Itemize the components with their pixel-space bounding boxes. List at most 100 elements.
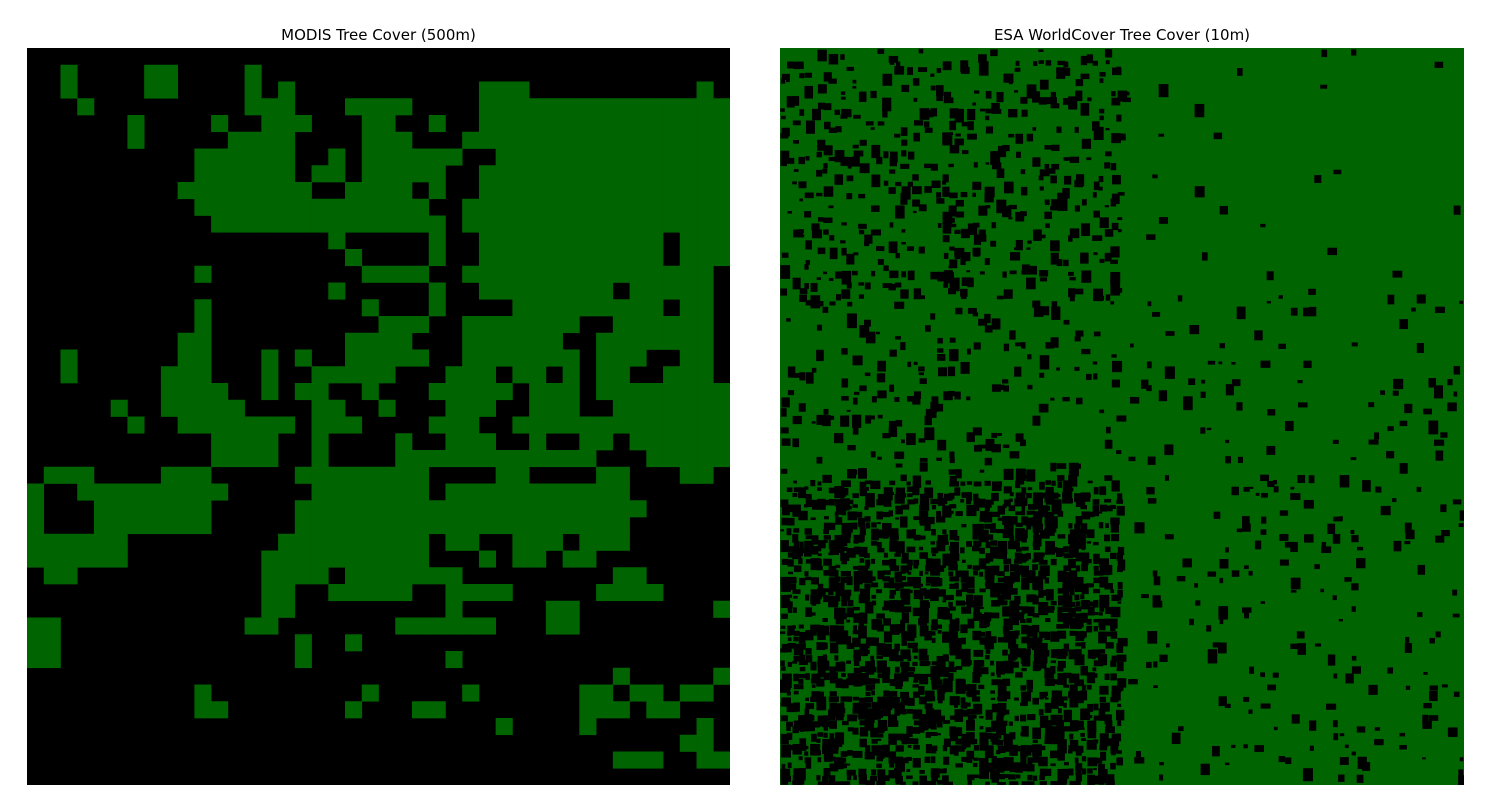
modis-tree-cell <box>194 483 212 501</box>
esa-non-tree-patch <box>865 691 871 697</box>
esa-non-tree-patch <box>1231 361 1236 365</box>
esa-non-tree-patch <box>1327 523 1336 535</box>
esa-non-tree-patch <box>1020 570 1029 578</box>
esa-non-tree-patch <box>793 643 802 651</box>
modis-tree-cell <box>679 399 697 417</box>
esa-non-tree-patch <box>918 372 924 376</box>
esa-non-tree-patch <box>1098 708 1106 718</box>
esa-non-tree-patch <box>1032 667 1040 672</box>
esa-non-tree-patch <box>805 300 813 306</box>
modis-tree-cell <box>495 483 513 501</box>
modis-tree-cell <box>545 399 563 417</box>
esa-non-tree-patch <box>829 756 836 762</box>
esa-non-tree-patch <box>985 619 991 626</box>
esa-non-tree-patch <box>1063 546 1069 553</box>
esa-non-tree-patch <box>1105 720 1113 728</box>
modis-tree-cell <box>529 332 547 350</box>
esa-non-tree-patch <box>781 127 790 137</box>
esa-non-tree-patch <box>828 78 837 84</box>
esa-non-tree-patch <box>901 738 907 745</box>
esa-non-tree-patch <box>852 696 860 701</box>
esa-non-tree-patch <box>918 48 924 54</box>
esa-non-tree-patch <box>954 643 962 650</box>
esa-non-tree-patch <box>1050 252 1059 265</box>
modis-tree-cell <box>411 316 430 334</box>
esa-non-tree-patch <box>859 139 867 146</box>
esa-non-tree-patch <box>1044 720 1053 731</box>
esa-non-tree-patch <box>1284 541 1294 548</box>
esa-non-tree-patch <box>882 606 888 611</box>
modis-tree-cell <box>194 198 212 216</box>
esa-non-tree-patch <box>798 780 805 785</box>
modis-tree-cell <box>679 366 697 384</box>
esa-non-tree-patch <box>1087 727 1097 739</box>
esa-non-tree-patch <box>936 511 942 518</box>
esa-non-tree-patch <box>1056 126 1062 133</box>
esa-non-tree-patch <box>810 517 816 521</box>
esa-non-tree-patch <box>907 499 916 505</box>
esa-non-tree-patch <box>1021 667 1027 672</box>
modis-tree-cell <box>328 232 346 250</box>
esa-non-tree-patch <box>1003 499 1011 507</box>
esa-non-tree-patch <box>817 732 823 737</box>
esa-non-tree-patch <box>811 108 821 121</box>
esa-non-tree-patch <box>1009 270 1017 275</box>
esa-non-tree-patch <box>888 241 898 254</box>
esa-non-tree-patch <box>1111 379 1121 388</box>
modis-tree-cell <box>77 98 95 116</box>
modis-tree-cell <box>261 215 279 233</box>
modis-tree-cell <box>345 215 363 233</box>
modis-tree-cell <box>663 115 681 133</box>
esa-panel: ESA WorldCover Tree Cover (10m) <box>780 0 1464 800</box>
esa-non-tree-patch <box>900 199 908 205</box>
esa-non-tree-patch <box>1080 73 1090 80</box>
modis-tree-cell <box>43 651 61 669</box>
esa-non-tree-patch <box>835 271 843 279</box>
esa-non-tree-patch <box>1080 252 1089 264</box>
esa-non-tree-patch <box>823 271 828 275</box>
esa-non-tree-patch <box>1009 571 1020 583</box>
esa-non-tree-patch <box>961 660 971 667</box>
modis-tree-cell <box>495 500 513 518</box>
modis-tree-cell <box>545 215 563 233</box>
esa-non-tree-patch <box>1110 271 1121 283</box>
esa-non-tree-patch <box>877 570 885 580</box>
modis-tree-cell <box>679 165 697 183</box>
modis-tree-cell <box>646 450 664 468</box>
esa-non-tree-patch <box>817 750 821 756</box>
esa-non-tree-patch <box>894 493 905 504</box>
esa-non-tree-patch <box>1429 685 1438 691</box>
esa-non-tree-patch <box>991 444 1001 453</box>
esa-non-tree-patch <box>780 744 791 758</box>
modis-tree-cell <box>512 366 530 384</box>
esa-non-tree-patch <box>1092 121 1100 131</box>
modis-tree-cell <box>278 416 296 434</box>
modis-tree-cell <box>445 617 463 635</box>
esa-non-tree-patch <box>1003 181 1014 194</box>
esa-non-tree-patch <box>1014 558 1023 564</box>
esa-non-tree-patch <box>817 594 822 600</box>
esa-non-tree-patch <box>1003 486 1012 494</box>
esa-non-tree-patch <box>1111 174 1121 185</box>
esa-non-tree-patch <box>966 492 973 501</box>
esa-non-tree-patch <box>787 546 795 552</box>
esa-non-tree-patch <box>799 720 810 732</box>
esa-non-tree-patch <box>793 684 804 690</box>
esa-non-tree-patch <box>996 763 1005 773</box>
esa-non-tree-patch <box>1032 613 1040 618</box>
esa-non-tree-patch <box>882 433 891 439</box>
esa-non-tree-patch <box>1105 151 1112 157</box>
esa-non-tree-patch <box>1069 276 1076 281</box>
modis-tree-cell <box>679 383 697 401</box>
esa-non-tree-patch <box>985 91 992 99</box>
modis-tree-cell <box>629 198 647 216</box>
esa-non-tree-patch <box>1050 103 1060 109</box>
modis-tree-cell <box>445 533 463 551</box>
esa-non-tree-patch <box>1045 606 1055 613</box>
modis-tree-cell <box>177 399 195 417</box>
esa-non-tree-patch <box>1260 474 1270 482</box>
esa-non-tree-patch <box>972 709 980 715</box>
esa-non-tree-patch <box>1075 745 1084 753</box>
esa-non-tree-patch <box>990 697 996 701</box>
esa-non-tree-patch <box>1027 354 1032 360</box>
